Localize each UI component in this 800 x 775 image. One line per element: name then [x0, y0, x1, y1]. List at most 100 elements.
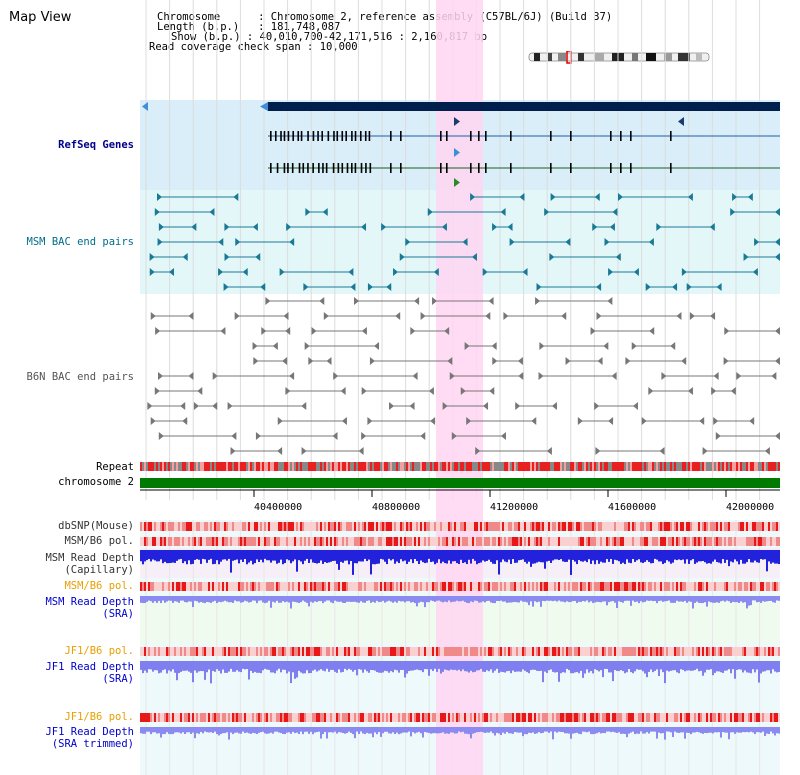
polymorphism-bin — [614, 522, 616, 531]
read-depth-bin — [738, 550, 740, 565]
read-depth-bin — [762, 596, 764, 602]
read-depth-bin — [176, 550, 178, 561]
read-depth-bin — [372, 550, 374, 565]
repeat-segment — [716, 462, 718, 471]
read-depth-bin — [708, 661, 710, 670]
polymorphism-bin — [644, 582, 646, 591]
read-depth-bin — [740, 727, 742, 733]
polymorphism-bin — [274, 522, 276, 531]
polymorphism-bin — [190, 537, 192, 546]
read-depth-bin — [264, 727, 266, 734]
polymorphism-bin — [498, 713, 500, 722]
repeat-segment — [762, 462, 764, 471]
repeat-segment — [336, 462, 338, 471]
polymorphism-bin — [672, 647, 674, 656]
read-depth-bin — [526, 550, 528, 564]
polymorphism-bin — [534, 582, 536, 591]
polymorphism-bin — [684, 537, 686, 546]
polymorphism-bin — [724, 522, 726, 531]
polymorphism-bin — [478, 537, 480, 546]
features[interactable] — [140, 102, 780, 740]
polymorphism-bin — [374, 582, 376, 591]
polymorphism-bin — [142, 713, 144, 722]
polymorphism-bin — [178, 522, 180, 531]
polymorphism-bin — [312, 713, 314, 722]
read-depth-bin — [614, 661, 616, 671]
read-depth-bin — [548, 727, 550, 733]
exon — [470, 163, 472, 173]
polymorphism-bin — [420, 522, 422, 531]
polymorphism-bin — [426, 713, 428, 722]
read-depth-bin — [442, 550, 444, 562]
polymorphism-bin — [374, 713, 376, 722]
exon — [550, 131, 552, 141]
polymorphism-bin — [486, 582, 488, 591]
polymorphism-bin — [702, 582, 704, 591]
polymorphism-bin — [576, 522, 578, 531]
read-depth-bin — [664, 727, 666, 740]
polymorphism-bin — [254, 582, 256, 591]
polymorphism-bin — [266, 582, 268, 591]
read-depth-bin — [516, 550, 518, 563]
repeat-segment — [710, 462, 712, 471]
b6n-bac-pair-end-icon — [409, 402, 415, 410]
polymorphism-bin — [348, 582, 350, 591]
read-depth-bin — [722, 596, 724, 601]
polymorphism-bin — [632, 582, 634, 591]
polymorphism-bin — [750, 537, 752, 546]
polymorphism-bin — [168, 582, 170, 591]
read-depth-bin — [184, 727, 186, 735]
read-depth-bin — [394, 550, 396, 564]
repeat-segment — [144, 462, 146, 471]
polymorphism-bin — [724, 647, 726, 656]
read-depth-bin — [324, 596, 326, 602]
polymorphism-bin — [754, 582, 756, 591]
read-depth-bin — [724, 727, 726, 733]
repeat-segment — [452, 462, 454, 471]
polymorphism-bin — [274, 582, 276, 591]
polymorphism-bin — [378, 647, 380, 656]
repeat-segment — [562, 462, 564, 471]
polymorphism-bin — [574, 582, 576, 591]
polymorphism-bin — [252, 582, 254, 591]
read-depth-bin — [426, 596, 428, 603]
polymorphism-bin — [702, 522, 704, 531]
msm-bac-pair-end-icon — [672, 283, 678, 291]
read-depth-bin — [644, 661, 646, 674]
b6n-bac-pair-end-icon — [326, 357, 332, 365]
msm-bac-pair-end-icon — [255, 253, 261, 261]
exon — [341, 163, 344, 173]
exon — [610, 163, 612, 173]
polymorphism-bin — [736, 647, 738, 656]
b6n-bac-pair-end-icon — [648, 387, 654, 395]
polymorphism-bin — [208, 713, 210, 722]
polymorphism-bin — [176, 647, 178, 656]
polymorphism-bin — [462, 582, 464, 591]
polymorphism-bin — [470, 713, 472, 722]
read-depth-bin — [594, 661, 596, 670]
polymorphism-bin — [776, 522, 778, 531]
read-depth-bin — [172, 727, 174, 735]
polymorphism-bin — [374, 537, 376, 546]
polymorphism-bin — [770, 582, 772, 591]
polymorphism-bin — [568, 537, 570, 546]
polymorphism-bin — [156, 537, 158, 546]
polymorphism-bin — [480, 713, 482, 722]
polymorphism-bin — [238, 713, 240, 722]
polymorphism-bin — [316, 713, 318, 722]
polymorphism-bin — [316, 647, 318, 656]
polymorphism-bin — [264, 582, 266, 591]
b6n-bac-pair-end-icon — [147, 402, 153, 410]
polymorphism-bin — [446, 647, 448, 656]
repeat-segment — [632, 462, 634, 471]
repeat-segment — [578, 462, 580, 471]
track-label-msm-b6-pol-2: MSM/B6 pol. — [64, 580, 134, 592]
polymorphism-bin — [140, 713, 142, 722]
polymorphism-bin — [256, 647, 258, 656]
b6n-bac-pair-end-icon — [323, 312, 329, 320]
polymorphism-bin — [340, 582, 342, 591]
polymorphism-bin — [612, 713, 614, 722]
repeat-segment — [752, 462, 754, 471]
genome-map-plot[interactable]: 40400000 40800000 41200000 41600000 4200… — [140, 0, 780, 775]
polymorphism-bin — [198, 522, 200, 531]
